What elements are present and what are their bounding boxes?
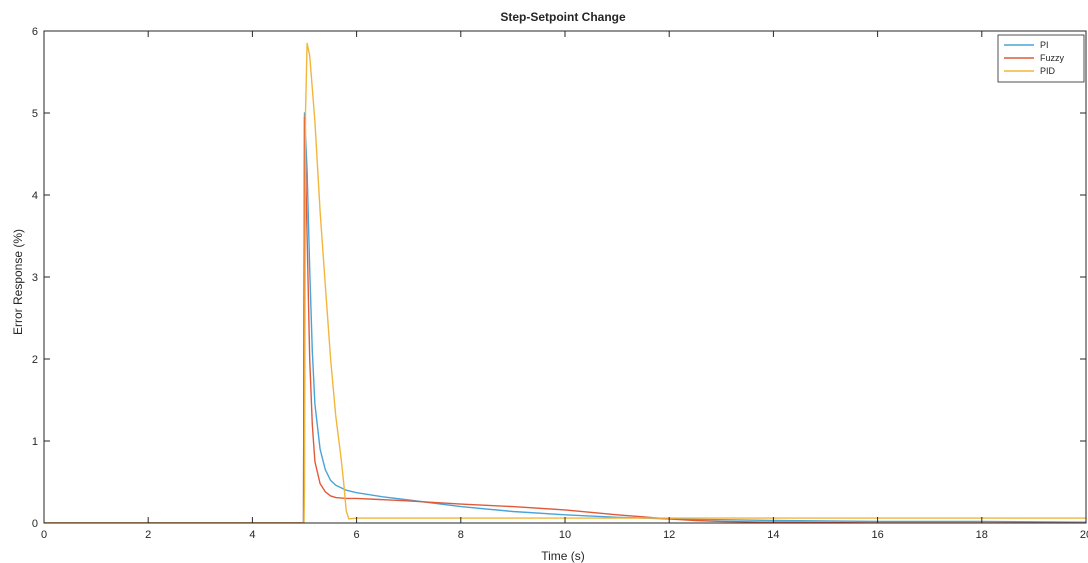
y-tick-label: 6	[32, 26, 38, 38]
y-tick-label: 5	[32, 108, 38, 120]
x-tick-label: 10	[559, 529, 571, 541]
axes-box	[43, 30, 1087, 524]
legend: PI Fuzzy PID	[997, 34, 1085, 83]
x-tick-label: 2	[145, 529, 151, 541]
x-tick-label: 6	[354, 529, 360, 541]
legend-label-pi: PI	[1040, 40, 1049, 50]
y-tick-label: 0	[32, 518, 38, 530]
x-tick-label: 8	[458, 529, 464, 541]
x-tick-label: 20	[1080, 529, 1088, 541]
x-tick-label: 12	[663, 529, 675, 541]
series-lines	[44, 42, 1086, 523]
chart-title: Step-Setpoint Change	[500, 10, 626, 24]
y-tick-label: 2	[32, 354, 38, 366]
x-tick-label: 16	[871, 529, 883, 541]
legend-label-fuzzy: Fuzzy	[1040, 53, 1065, 63]
x-tick-label: 14	[767, 529, 779, 541]
y-tick-label: 3	[32, 272, 38, 284]
y-tick-label: 4	[32, 190, 38, 202]
x-tick-label: 18	[976, 529, 988, 541]
legend-label-pid: PID	[1040, 66, 1056, 76]
y-tick-label: 1	[32, 436, 38, 448]
y-axis-label: Error Response (%)	[11, 229, 25, 335]
x-tick-label: 0	[41, 529, 47, 541]
series-line-pi	[44, 112, 1086, 523]
series-line-pid	[44, 42, 1086, 523]
series-line-fuzzy	[44, 116, 1086, 523]
plot-area: 024681012141618200123456	[32, 26, 1088, 541]
x-tick-label: 4	[249, 529, 255, 541]
x-axis-label: Time (s)	[541, 549, 585, 563]
